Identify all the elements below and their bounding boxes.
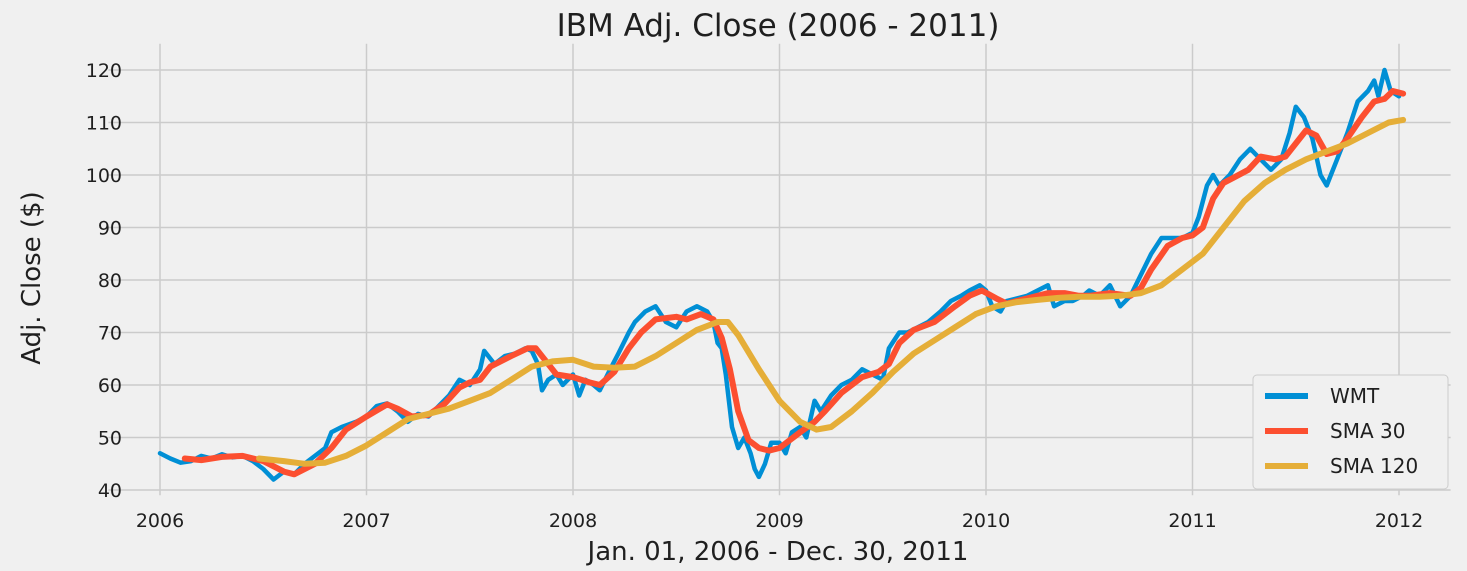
series-line-wmt	[157, 67, 1402, 482]
x-tick-label-2006: 2006	[136, 510, 184, 532]
y-tick-label-80: 80	[98, 270, 122, 292]
series-lines	[157, 67, 1407, 482]
x-tick-label-2007: 2007	[342, 510, 390, 532]
x-tick-label-2011: 2011	[1168, 510, 1216, 532]
x-tick-label-2012: 2012	[1375, 510, 1423, 532]
x-tick-label-2010: 2010	[962, 510, 1010, 532]
y-tick-labels: 40 50 60 70 80 90 100 110 120	[86, 60, 122, 502]
legend: WMT SMA 30 SMA 120	[1252, 374, 1449, 490]
legend-label-sma-30: SMA 30	[1330, 419, 1405, 443]
y-tick-label-110: 110	[86, 113, 122, 135]
x-axis-label: Jan. 01, 2006 - Dec. 30, 2011	[586, 537, 969, 567]
series-line-sma-120	[256, 116, 1407, 467]
grid	[108, 43, 1451, 496]
y-tick-label-50: 50	[98, 428, 122, 450]
y-tick-label-40: 40	[98, 480, 122, 502]
y-tick-label-120: 120	[86, 60, 122, 82]
x-tick-label-2009: 2009	[755, 510, 803, 532]
chart-title: IBM Adj. Close (2006 - 2011)	[557, 8, 1000, 44]
y-axis-label: Adj. Close ($)	[17, 191, 47, 365]
legend-label-sma-120: SMA 120	[1330, 454, 1418, 478]
x-tick-label-2008: 2008	[549, 510, 597, 532]
y-tick-label-70: 70	[98, 323, 122, 345]
y-tick-label-90: 90	[98, 218, 122, 240]
x-tick-labels: 2006 2007 2008 2009 2010 2011 2012	[136, 510, 1423, 532]
legend-label-wmt: WMT	[1330, 384, 1380, 408]
y-tick-label-60: 60	[98, 375, 122, 397]
legend-box	[1252, 374, 1449, 490]
y-tick-label-100: 100	[86, 165, 122, 187]
